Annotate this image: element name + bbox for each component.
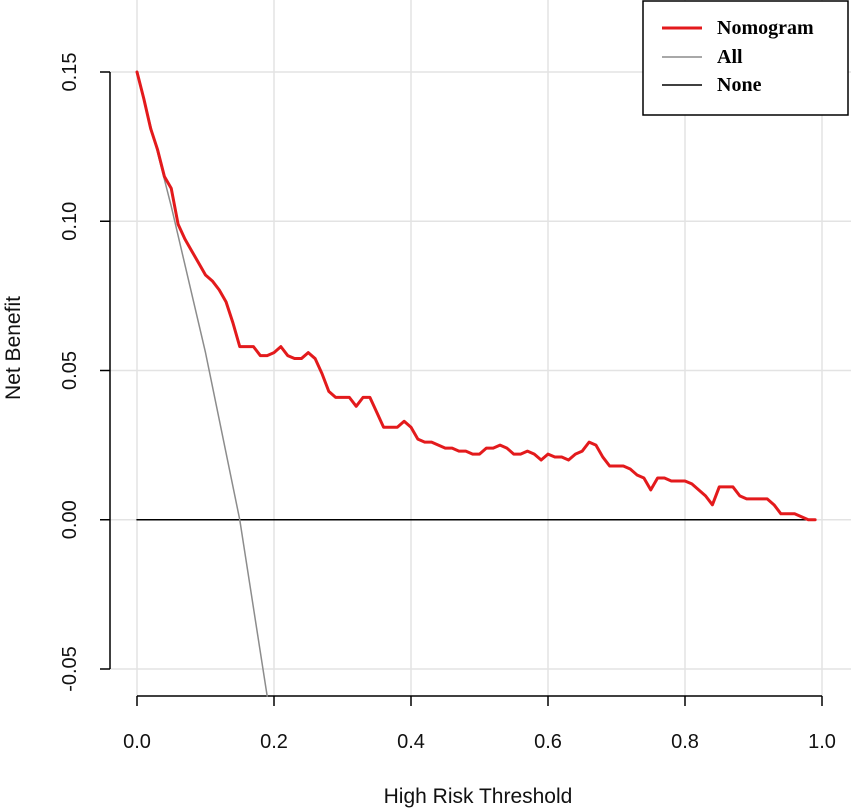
x-axis: 0.0 0.2 0.4 0.6 0.8 1.0 [123,695,836,753]
legend-label-all: All [717,46,743,68]
x-tick-label-2: 0.4 [397,731,425,753]
y-tick-label-2: 0.05 [59,351,81,390]
grid-lines [110,0,851,696]
legend-label-nomogram: Nomogram [717,17,814,39]
y-axis-label: Net Benefit [2,296,25,400]
legend: Nomogram All None [642,0,849,116]
x-tick-label-5: 1.0 [808,731,836,753]
series-line-nomogram [135,70,817,522]
x-tick-label-0: 0.0 [123,731,151,753]
legend-item-none: None [662,74,762,96]
x-axis-label: High Risk Threshold [384,785,573,808]
y-tick-label-0: -0.05 [59,646,81,692]
legend-item-nomogram: Nomogram [662,17,814,39]
y-tick-label-4: 0.15 [59,53,81,92]
y-axis: -0.05 0.00 0.05 0.10 0.15 [59,53,111,692]
x-tick-label-3: 0.6 [534,731,562,753]
legend-label-none: None [717,74,762,96]
y-tick-label-1: 0.00 [59,500,81,539]
y-tick-label-3: 0.10 [59,202,81,241]
series-lines [135,70,817,697]
legend-item-all: All [662,46,743,68]
x-tick-label-1: 0.2 [260,731,288,753]
x-tick-label-4: 0.8 [671,731,699,753]
legend-box [642,0,849,116]
